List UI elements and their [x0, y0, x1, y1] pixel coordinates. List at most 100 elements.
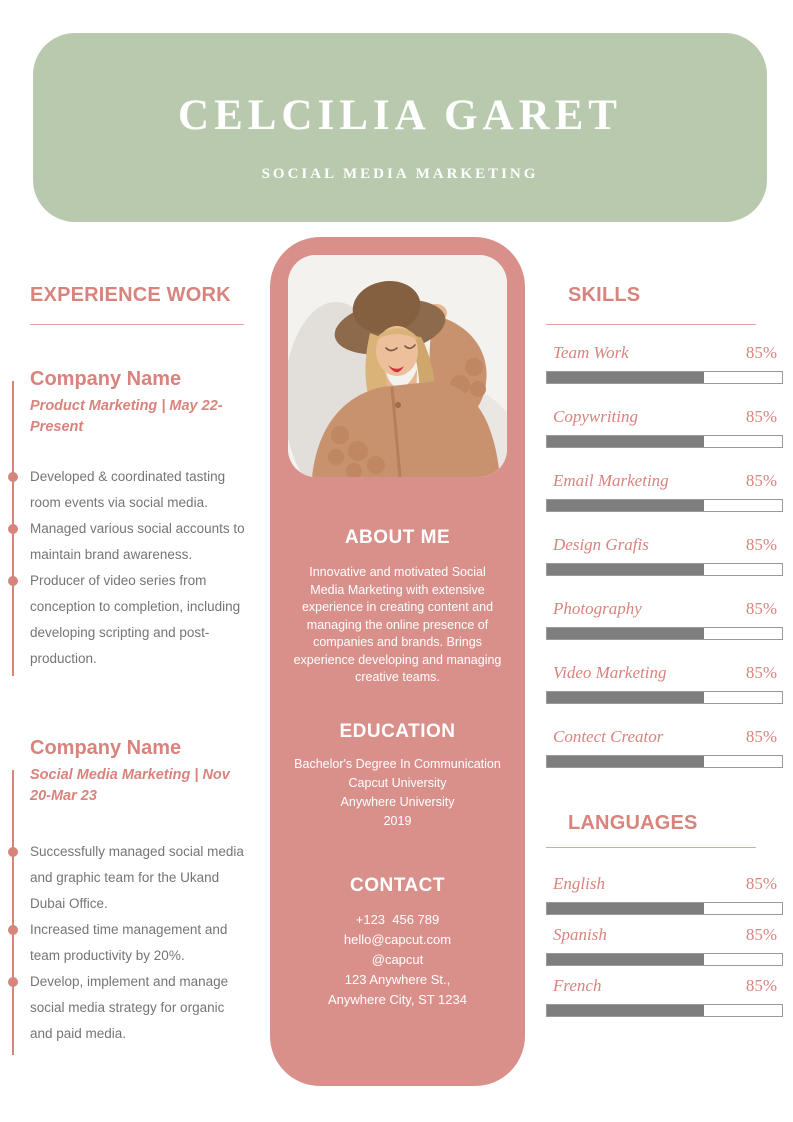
header-banner: CELCILIA GARET SOCIAL MEDIA MARKETING: [33, 33, 767, 222]
meter-label-row: Email Marketing 85%: [546, 471, 783, 493]
meter-label: Video Marketing: [553, 663, 667, 682]
portrait-photo-illustration: [288, 255, 507, 477]
meter-label: French: [553, 976, 602, 995]
panel-line: hello@capcut.com: [343, 931, 452, 947]
experience-entry: Company Name Social Media Marketing | No…: [8, 736, 245, 1055]
skills-list: Team Work 85% Copywriting 85% Email Mark…: [546, 343, 783, 768]
panel-line: 123 Anywhere St.,: [344, 971, 451, 987]
meter-label-row: Contect Creator 85%: [546, 727, 783, 749]
company-name: Company Name: [30, 737, 182, 759]
languages-list: English 85% Spanish 85% French 85%: [546, 874, 783, 1017]
panel-line: Anywhere University: [340, 794, 455, 809]
education-lines: Bachelor's Degree In Communication Capcut…: [270, 755, 525, 831]
skill-row: Contect Creator 85%: [546, 727, 783, 768]
meter-label-row: Photography 85%: [546, 599, 783, 621]
bullet-dot-icon: [8, 847, 18, 857]
experience-bullets: Successfully managed social media and gr…: [8, 839, 245, 1047]
experience-entry: Company Name Product Marketing | May 22-…: [8, 367, 245, 676]
meter-bar: [546, 902, 783, 915]
contact-title: CONTACT: [350, 874, 445, 896]
bullet-text: Developed & coordinated tasting room eve…: [30, 469, 226, 510]
experience-bullet: Managed various social accounts to maint…: [8, 516, 245, 568]
experience-bullet: Develop, implement and manage social med…: [8, 969, 245, 1047]
meter-percent: 85%: [745, 874, 777, 893]
meter-label: Photography: [553, 599, 642, 618]
meter-bar: [546, 755, 783, 768]
meter-label-row: English 85%: [546, 874, 783, 896]
meter-bar: [546, 435, 783, 448]
meter-bar-fill: [547, 903, 705, 914]
skills-languages-section: SKILLS Team Work 85% Copywriting 85% Ema…: [546, 284, 783, 1027]
experience-bullet: Developed & coordinated tasting room eve…: [8, 464, 245, 516]
skill-row: Design Grafis 85%: [546, 535, 783, 576]
meter-bar: [546, 499, 783, 512]
meter-percent: 85%: [745, 663, 777, 682]
panel-line: @capcut: [371, 951, 424, 967]
role-period: Product Marketing | May 22-Present: [30, 398, 223, 435]
panel-line: Capcut University: [348, 775, 447, 790]
language-row: English 85%: [546, 874, 783, 915]
meter-bar: [546, 627, 783, 640]
bullet-dot-icon: [8, 472, 18, 482]
meter-percent: 85%: [745, 599, 777, 618]
meter-bar-fill: [547, 500, 705, 511]
meter-bar: [546, 691, 783, 704]
skills-divider: [546, 324, 756, 325]
meter-label-row: Video Marketing 85%: [546, 663, 783, 685]
meter-label: Contect Creator: [553, 727, 664, 746]
meter-bar-fill: [547, 564, 705, 575]
bullet-text: Managed various social accounts to maint…: [30, 521, 245, 562]
role-period: Social Media Marketing | Nov 20-Mar 23: [30, 767, 230, 804]
panel-line: +123 456 789: [355, 911, 440, 927]
meter-label-row: Design Grafis 85%: [546, 535, 783, 557]
experience-title: EXPERIENCE WORK: [30, 284, 231, 306]
bullet-text: Successfully managed social media and gr…: [30, 844, 244, 911]
meter-label: Copywriting: [553, 407, 639, 426]
bullet-dot-icon: [8, 524, 18, 534]
meter-label-row: Team Work 85%: [546, 343, 783, 365]
education-title: EDUCATION: [339, 720, 456, 742]
about-title: ABOUT ME: [344, 527, 451, 548]
meter-bar-fill: [547, 372, 705, 383]
profile-panel: ABOUT ME Innovative and motivated Social…: [270, 237, 525, 1086]
meter-bar-fill: [547, 954, 705, 965]
skill-row: Copywriting 85%: [546, 407, 783, 448]
bullet-dot-icon: [8, 576, 18, 586]
meter-label: Team Work: [553, 343, 629, 362]
bullet-text: Producer of video series from conception…: [30, 573, 241, 666]
meter-label: Email Marketing: [553, 471, 669, 490]
meter-percent: 85%: [745, 925, 777, 944]
language-row: Spanish 85%: [546, 925, 783, 966]
meter-bar: [546, 1004, 783, 1017]
meter-percent: 85%: [745, 535, 777, 554]
header-subtitle: SOCIAL MEDIA MARKETING: [261, 165, 539, 182]
bullet-text: Develop, implement and manage social med…: [30, 974, 229, 1041]
meter-bar: [546, 953, 783, 966]
bullet-text: Increased time management and team produ…: [30, 922, 228, 963]
meter-bar-fill: [547, 756, 705, 767]
skill-row: Video Marketing 85%: [546, 663, 783, 704]
panel-line: Anywhere City, ST 1234: [328, 991, 467, 1007]
bullet-dot-icon: [8, 977, 18, 987]
experience-entries: Company Name Product Marketing | May 22-…: [8, 367, 245, 1055]
panel-line: Bachelor's Degree In Communication: [294, 756, 501, 771]
meter-label-row: Copywriting 85%: [546, 407, 783, 429]
company-name: Company Name: [30, 368, 182, 390]
meter-label-row: Spanish 85%: [546, 925, 783, 947]
experience-divider: [30, 324, 244, 325]
about-text: Innovative and motivated Social Media Ma…: [293, 565, 502, 684]
contact-lines: +123 456 789 hello@capcut.com @capcut 123 A…: [270, 910, 525, 1010]
experience-bullet: Increased time management and team produ…: [8, 917, 245, 969]
languages-block: LANGUAGES English 85% Spanish 85% French…: [546, 812, 783, 1017]
languages-divider: [546, 847, 756, 848]
portrait-photo: [288, 255, 507, 477]
meter-bar: [546, 371, 783, 384]
meter-percent: 85%: [745, 407, 777, 426]
meter-bar: [546, 563, 783, 576]
timeline-line: [12, 770, 14, 1055]
languages-title: LANGUAGES: [568, 812, 698, 834]
experience-bullet: Successfully managed social media and gr…: [8, 839, 245, 917]
meter-label: Spanish: [553, 925, 607, 944]
meter-percent: 85%: [745, 976, 777, 995]
